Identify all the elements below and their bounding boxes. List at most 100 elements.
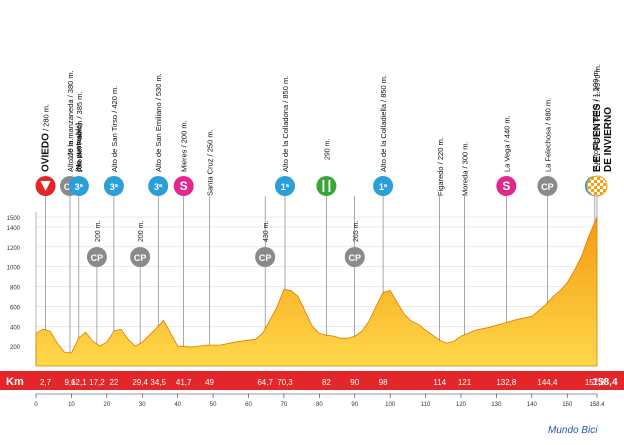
category-3-climb-icon: 3ª: [148, 176, 169, 196]
poi-label: Alto de la manzaneda / 380 m.: [66, 70, 75, 172]
sprint-icon: S: [173, 176, 194, 196]
x-tick-label: 10: [68, 402, 75, 408]
y-tick-label: 600: [10, 305, 21, 311]
poi-icon-code: S: [180, 179, 188, 193]
x-tick-label: 70: [281, 402, 288, 408]
km-mark-label: 17,2: [89, 378, 105, 387]
x-tick-label: 80: [316, 402, 323, 408]
profile-fill: [35, 216, 598, 367]
poi-label: Alto de San Emiliano / 530 m.: [154, 73, 163, 172]
x-tick-label: 150: [562, 402, 573, 408]
poi-alt-tag: 170 m.: [68, 139, 75, 160]
x-tick-label: 60: [245, 402, 252, 408]
x-tick-label: 120: [456, 402, 467, 408]
x-tick-label: 130: [491, 402, 502, 408]
km-mark-label: 12,1: [71, 378, 87, 387]
x-tick-label: 158.4: [589, 402, 605, 408]
poi-label-line2: DE INVIERNO: [603, 107, 614, 172]
y-tick-label: 1400: [7, 226, 21, 232]
x-tick-label: 50: [210, 402, 217, 408]
cp-checkpoint-icon: CP: [537, 176, 558, 196]
km-mark-label: 49: [205, 378, 214, 387]
category-1-climb-icon: 1ª: [274, 176, 295, 196]
poi-icon-code: 3ª: [110, 182, 119, 192]
x-tick-label: 30: [139, 402, 146, 408]
poi-labels: OVIEDO / 280 m. 170 m.Alto de la manzaned…: [41, 64, 614, 242]
poi-alt-tag: 200 m.: [138, 221, 145, 242]
poi-lines: [45, 196, 598, 353]
feeding-zone-icon: [316, 176, 337, 196]
x-tick-label: 40: [174, 402, 181, 408]
poi-icon-code: CP: [348, 253, 361, 263]
poi-altitude: / 1.4970 m.: [593, 64, 602, 104]
poi-label: Figaredo / 220 m.: [436, 137, 445, 196]
grid-lines: [35, 212, 597, 366]
km-mark-label: 29,4: [132, 378, 148, 387]
km-mark-label: 144,4: [537, 378, 558, 387]
poi-altitude: / 280 m.: [42, 104, 51, 133]
y-tick-label: 1500: [7, 216, 21, 222]
y-tick-label: 400: [10, 325, 21, 331]
poi-label: Alto de la Colladiella / 850 m.: [379, 75, 388, 172]
poi-icon-code: 1ª: [281, 182, 290, 192]
poi-label: Moreda / 300 m.: [461, 141, 470, 196]
cp-checkpoint-icon: CP: [86, 247, 107, 267]
x-tick-label: 20: [103, 402, 110, 408]
cp-checkpoint-icon: CP: [344, 247, 365, 267]
finish-flag-icon: [586, 175, 608, 197]
poi-icon-code: CP: [541, 182, 554, 192]
km-mark-label: 98: [379, 378, 388, 387]
x-tick-label: 140: [527, 402, 538, 408]
poi-icon-code: 3ª: [154, 182, 163, 192]
poi-label: Puerto de San Isidro / 1.500 m.: [591, 68, 600, 172]
poi-alt-tag: 430 m.: [263, 221, 270, 242]
watermark: Mundo Bici: [548, 425, 598, 436]
poi-icon-code: CP: [259, 253, 272, 263]
poi-label: OVIEDO / 280 m.: [41, 104, 52, 172]
poi-icon-code: 1ª: [379, 182, 388, 192]
km-mark-label: 2,7: [40, 378, 52, 387]
km-mark-label: 9,6: [64, 378, 76, 387]
x-tick-label: 100: [385, 402, 396, 408]
poi-label: La Felechosa / 680 m.: [543, 98, 552, 172]
poi-alt-tag: 200 m.: [95, 221, 102, 242]
category-3-climb-icon: 3ª: [68, 176, 89, 196]
x-axis-ticks: 0 10 20 30 40 50 60 70 80 90 100 110 120 130 140 150 158…: [34, 393, 605, 408]
poi-label: E.E. FUENTES / 1.4970 m.: [592, 64, 603, 172]
poi-label: Alto de San Tirso / 420 m.: [110, 86, 119, 172]
cp-checkpoint-icon: CP: [130, 247, 151, 267]
y-tick-label: 200: [10, 345, 21, 351]
km-mark-label: 41,7: [176, 378, 192, 387]
category-1-climb-icon: 1ª: [373, 176, 394, 196]
km-bar-label: Km: [6, 376, 24, 388]
y-tick-label: 1000: [7, 266, 21, 272]
y-axis-ticks: 200 400 600 800 1000 1200 1400 1500: [7, 216, 21, 351]
poi-alt-tag: 290 m.: [324, 139, 331, 160]
km-bar: [0, 371, 624, 390]
poi-icon-code: CP: [91, 253, 104, 263]
poi-label: Alto del Padrún / 385 m.: [75, 92, 84, 172]
poi-alt-tag: 265 m.: [353, 221, 360, 242]
poi-icon-code: CP: [134, 253, 147, 263]
y-tick-label: 1200: [7, 246, 21, 252]
watermark-text: Mundo Bici: [548, 425, 598, 436]
profile-area: [35, 216, 598, 367]
x-tick-label: 0: [34, 402, 38, 408]
cp-checkpoint-icon: CP: [255, 247, 276, 267]
poi-sublabel: (No puntuable): [76, 123, 83, 172]
poi-label: La Vega / 440 m.: [502, 115, 511, 172]
km-mark-label: 114: [433, 378, 446, 387]
km-mark-label: 64,7: [257, 378, 273, 387]
category-3-climb-icon: 3ª: [103, 176, 124, 196]
sprint-icon: S: [496, 176, 517, 196]
start-arrow-icon: [35, 176, 56, 196]
km-mark-label: 158,4: [592, 377, 617, 388]
poi-icon-code: S: [502, 179, 510, 193]
km-mark-label: 90: [350, 378, 359, 387]
km-mark-label: 82: [322, 378, 331, 387]
poi-icon-code: 3ª: [75, 182, 84, 192]
km-mark-label: 121: [458, 378, 472, 387]
poi-label: Mieres / 200 m.: [180, 120, 189, 172]
poi-icons: CP3ªCP3ªCP3ªSCP1ªCP1ªSCP1ª: [35, 175, 608, 267]
